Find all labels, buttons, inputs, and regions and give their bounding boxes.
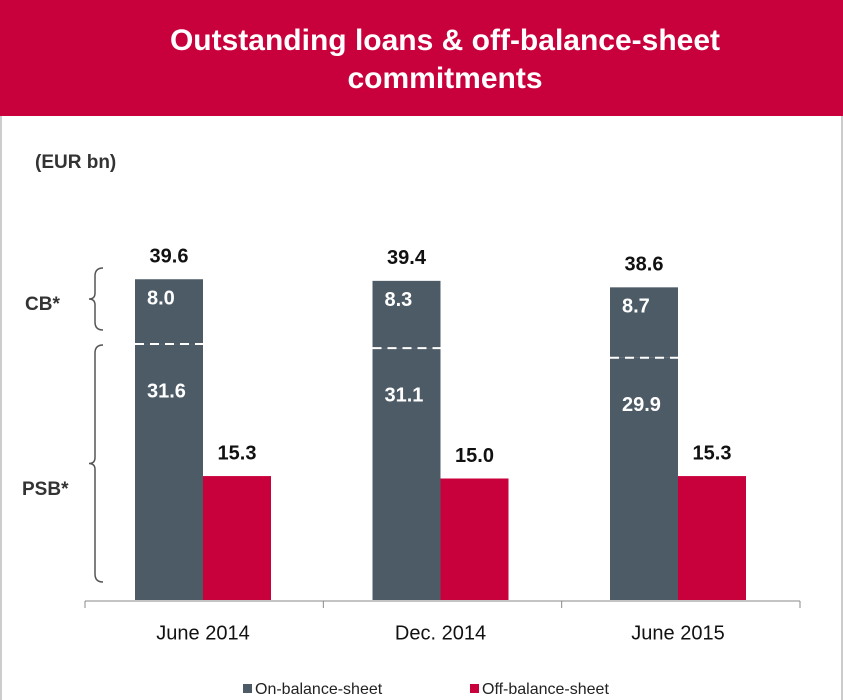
total-label: 39.6 <box>150 246 189 268</box>
bar-segment <box>610 357 678 600</box>
bar <box>203 476 271 600</box>
header <box>0 0 843 116</box>
bar-segment <box>135 344 203 600</box>
x-tick-label: Dec. 2014 <box>395 622 486 644</box>
x-tick-label: June 2014 <box>156 622 249 644</box>
segment-label: 8.3 <box>385 289 413 311</box>
segment-label: 8.0 <box>147 288 175 310</box>
brace <box>88 344 104 583</box>
total-label: 38.6 <box>625 254 664 276</box>
segment-label: 29.9 <box>622 394 661 416</box>
x-tick-label: June 2015 <box>631 622 724 644</box>
legend-swatch <box>470 684 479 693</box>
bar-segment <box>610 287 678 358</box>
value-label: 15.3 <box>218 442 257 464</box>
legend-label: On-balance-sheet <box>255 681 383 698</box>
segment-name: PSB* <box>22 479 69 500</box>
subtitle: (EUR bn) <box>35 152 116 173</box>
bar <box>440 478 509 600</box>
legend-label: Off-balance-sheet <box>482 681 609 698</box>
value-label: 15.3 <box>693 442 732 464</box>
legend-swatch <box>243 684 252 693</box>
value-label: 15.0 <box>455 445 494 467</box>
bar-segment <box>372 348 441 600</box>
bar <box>678 476 746 600</box>
brace <box>88 267 104 331</box>
bar-segment <box>135 279 203 345</box>
chart-title: Outstanding loans & off-balance-sheet com… <box>170 24 720 95</box>
segment-label: 31.1 <box>385 384 424 406</box>
total-label: 39.4 <box>387 247 427 269</box>
segment-label: 8.7 <box>622 296 650 318</box>
bar-segment <box>372 280 441 349</box>
segment-label: 31.6 <box>147 380 186 402</box>
segment-name: CB* <box>25 294 60 315</box>
